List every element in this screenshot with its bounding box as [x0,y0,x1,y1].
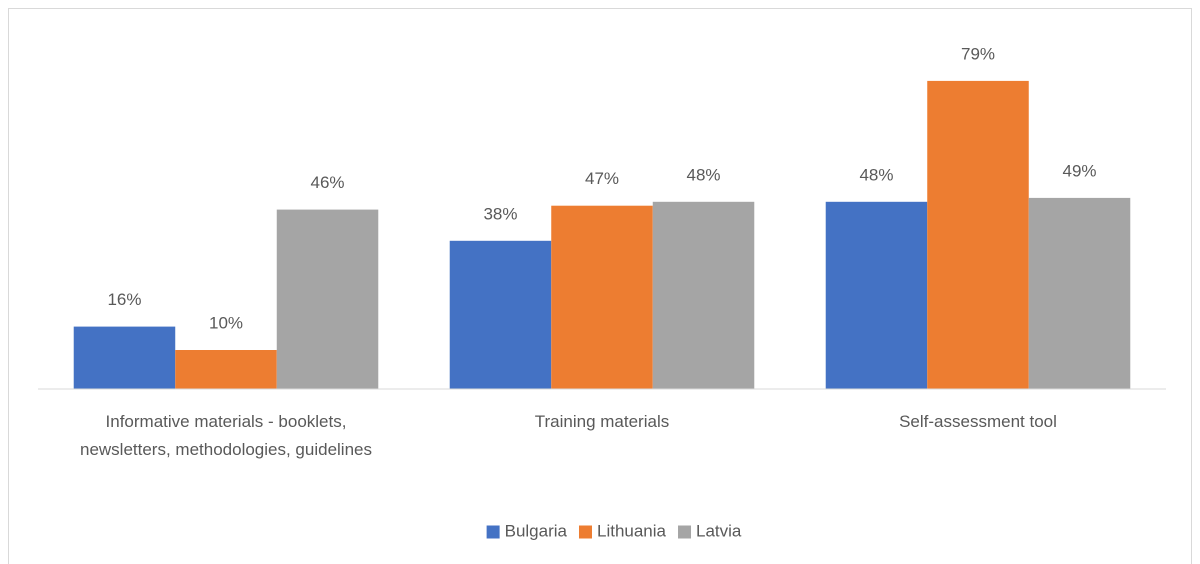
data-label: 10% [209,313,243,332]
data-label: 48% [859,165,893,184]
chart-frame [8,8,1192,564]
bar [276,209,379,389]
x-tick-label: Training materials [535,412,669,431]
data-label: 38% [483,204,517,223]
data-label: 16% [107,290,141,309]
data-label: 47% [585,169,619,188]
legend-swatch [486,525,500,539]
bar [825,201,928,389]
x-tick-label-line: Self-assessment tool [899,412,1057,431]
bar [551,205,653,389]
bar [652,201,755,389]
legend-swatch [578,525,592,539]
bar [1028,197,1131,389]
bar [175,350,277,389]
legend-label: Latvia [696,521,742,540]
legend-swatch [678,525,692,539]
x-tick-label-line: newsletters, methodologies, guidelines [80,440,372,459]
legend-label: Bulgaria [505,521,568,540]
legend-label: Lithuania [597,521,667,540]
data-label: 49% [1063,161,1097,180]
x-tick-label-line: Training materials [535,412,669,431]
x-tick-label: Self-assessment tool [899,412,1057,431]
bar [927,80,1029,390]
x-tick-label: Informative materials - booklets, newslet… [80,412,372,459]
bar [73,326,176,389]
bar [449,240,552,389]
data-label: 46% [311,173,345,192]
data-label: 79% [961,44,995,63]
x-tick-label-line: Informative materials - booklets, [106,412,347,431]
data-label: 48% [687,165,721,184]
